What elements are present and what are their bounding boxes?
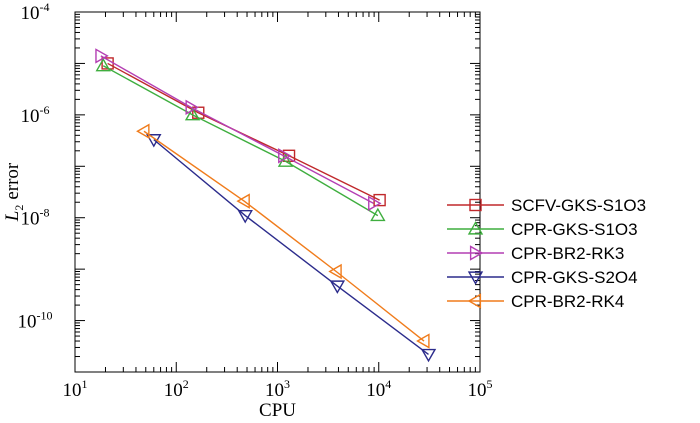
data-point-marker — [416, 333, 430, 349]
data-point-marker — [237, 210, 253, 224]
legend-marker — [469, 198, 482, 212]
legend-marker — [467, 221, 484, 235]
data-point-marker — [185, 99, 199, 116]
legend-item: CPR-GKS-S1O3 — [447, 220, 638, 239]
y-axis-title-subscript: 2 — [12, 205, 26, 211]
legend-item: CPR-BR2-RK3 — [447, 244, 624, 263]
data-point-marker — [95, 48, 109, 64]
data-point-marker — [184, 106, 201, 121]
data-point-marker — [420, 348, 437, 363]
x-tick-label: 104 — [366, 377, 391, 401]
x-tick-label: 102 — [164, 377, 189, 401]
legend-item: CPR-GKS-S2O4 — [447, 268, 638, 287]
data-point-marker — [368, 195, 382, 212]
x-axis-title: CPU — [259, 400, 296, 421]
y-tick-label: 10-4 — [21, 0, 50, 24]
y-axis-title-var: L — [2, 211, 23, 223]
data-point-marker — [136, 123, 150, 139]
legend-label: CPR-BR2-RK4 — [511, 292, 624, 311]
legend-item: SCFV-GKS-S1O3 — [447, 196, 646, 215]
legend-item: CPR-BR2-RK4 — [447, 292, 624, 311]
legend-marker — [469, 245, 484, 261]
y-tick-label: 10-8 — [21, 206, 50, 230]
legend-label: CPR-GKS-S1O3 — [511, 220, 638, 239]
series-cpr-gks-s2o4 — [146, 134, 437, 363]
data-point-marker — [278, 148, 292, 164]
y-tick-label: 10-6 — [21, 103, 50, 127]
x-tick-label: 103 — [265, 377, 290, 401]
x-axis: 101 102 103 104 105 — [63, 12, 493, 401]
x-tick-label: 101 — [63, 377, 88, 401]
series-cpr-gks-s1o3 — [95, 57, 386, 222]
series-layer — [95, 48, 437, 363]
data-point-marker — [329, 280, 346, 294]
legend-label: CPR-GKS-S2O4 — [511, 268, 638, 287]
plot-area — [74, 11, 481, 373]
series-line — [100, 55, 374, 204]
series-line — [102, 65, 379, 217]
y-axis-title-rest: error — [2, 162, 23, 200]
x-tick-label: 105 — [468, 377, 493, 401]
series-cpr-br2-rk4 — [136, 123, 430, 349]
data-point-marker — [328, 263, 342, 280]
legend-label: CPR-BR2-RK3 — [511, 244, 624, 263]
data-point-marker — [236, 193, 250, 209]
legend-marker — [467, 293, 482, 309]
plot-frame — [74, 11, 481, 373]
y-axis-title: L2 error — [2, 162, 26, 222]
legend-label: SCFV-GKS-S1O3 — [511, 196, 646, 215]
y-axis: 10-10 10-8 10-6 10-4 — [18, 0, 480, 373]
series-line — [143, 130, 425, 342]
data-point-marker — [370, 207, 386, 222]
y-tick-label: 10-10 — [18, 309, 53, 333]
series-line — [153, 139, 429, 355]
data-point-marker — [95, 57, 111, 72]
series-cpr-br2-rk3 — [95, 48, 382, 212]
legend-marker — [467, 271, 484, 285]
legend: SCFV-GKS-S1O3 CPR-GKS-S1O3 CPR-BR2-RK3 CPR-… — [447, 196, 646, 311]
